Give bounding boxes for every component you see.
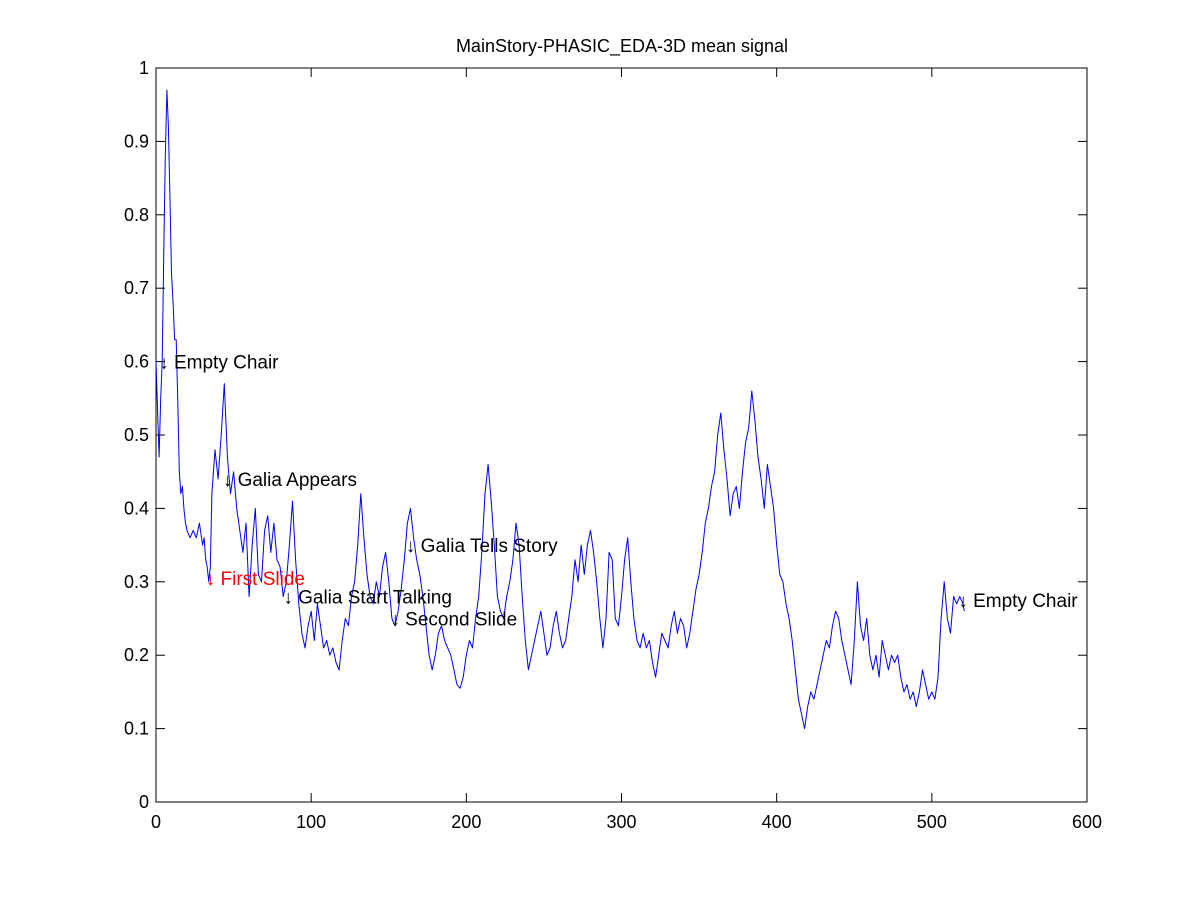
y-tick-label: 0.7 bbox=[124, 278, 149, 298]
annotation-label: ↓ First Slide bbox=[206, 569, 305, 590]
annotation-label: ↓ Empty Chair bbox=[958, 591, 1078, 612]
y-tick-label: 0.3 bbox=[124, 572, 149, 592]
annotation-label: ↓ Galia Start Talking bbox=[283, 587, 452, 608]
annotation-label: ↓ Empty Chair bbox=[159, 353, 279, 374]
y-tick-label: 0.1 bbox=[124, 719, 149, 739]
y-tick-label: 0 bbox=[139, 792, 149, 812]
y-tick-label: 0.9 bbox=[124, 131, 149, 151]
series-line bbox=[155, 89, 965, 730]
y-tick-label: 0.5 bbox=[124, 425, 149, 445]
annotation-label: ↓ Second Slide bbox=[390, 610, 517, 631]
x-tick-label: 200 bbox=[451, 812, 481, 832]
annotation-label: ↓ Galia Appears bbox=[223, 470, 357, 491]
x-tick-label: 600 bbox=[1072, 812, 1102, 832]
y-tick-label: 0.2 bbox=[124, 645, 149, 665]
x-tick-label: 300 bbox=[606, 812, 636, 832]
x-tick-label: 500 bbox=[917, 812, 947, 832]
x-tick-label: 0 bbox=[151, 812, 161, 832]
plot-area: 0 100 200 300 400 500 600 0 0.1 0.2 0.3 0.4 0.5 0.6 0.… bbox=[124, 58, 1102, 832]
y-tick-label: 0.6 bbox=[124, 352, 149, 372]
annotation-label: ↓ Galia Tells Story bbox=[406, 536, 558, 557]
y-tick-label: 0.4 bbox=[124, 498, 149, 518]
y-tick-label: 1 bbox=[139, 58, 149, 78]
chart-title: MainStory-PHASIC_EDA-3D mean signal bbox=[456, 36, 788, 57]
axes-box bbox=[155, 67, 1088, 803]
x-tick-label: 100 bbox=[296, 812, 326, 832]
x-tick-label: 400 bbox=[762, 812, 792, 832]
y-tick-label: 0.8 bbox=[124, 205, 149, 225]
